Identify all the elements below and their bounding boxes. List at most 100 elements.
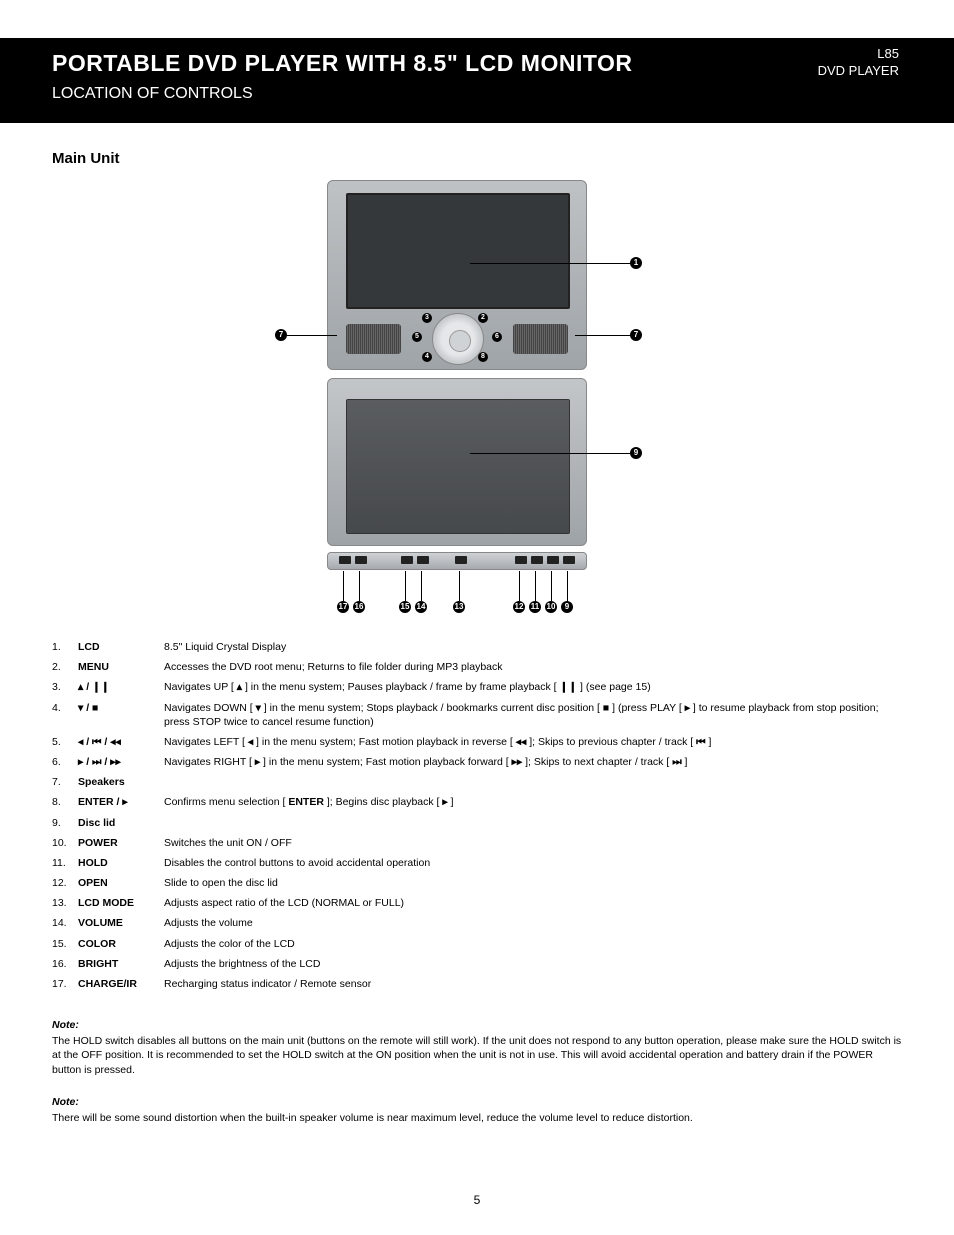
callout-4: 4: [422, 352, 432, 362]
note-text: There will be some sound distortion when…: [52, 1111, 902, 1125]
page-subtitle: LOCATION OF CONTROLS: [52, 85, 902, 103]
callout-7r: 7: [630, 329, 642, 341]
legend-label: ▸ / ⏭ / ▸▸: [78, 755, 164, 769]
legend-label: HOLD: [78, 856, 164, 870]
legend-row: 4.▾ / ■Navigates DOWN [ ▾ ] in the menu …: [52, 701, 902, 729]
legend-desc: Recharging status indicator / Remote sen…: [164, 977, 902, 991]
callout-1: 1: [630, 257, 642, 269]
speaker-left-icon: [346, 324, 401, 354]
legend-num: 11.: [52, 856, 78, 870]
legend-desc: Disables the control buttons to avoid ac…: [164, 856, 902, 870]
legend-label: BRIGHT: [78, 957, 164, 971]
device-bottom-unit: [327, 378, 587, 546]
port-icon: [339, 556, 351, 564]
callout-line: [575, 335, 630, 336]
callout-10: 10: [545, 601, 557, 613]
callout-15: 15: [399, 601, 411, 613]
legend-row: 5.◂ / ⏮ / ◂◂Navigates LEFT [ ◂ ] in the …: [52, 735, 902, 749]
legend-label: MENU: [78, 660, 164, 674]
legend-num: 15.: [52, 937, 78, 951]
callout-16: 16: [353, 601, 365, 613]
callout-line: [567, 571, 568, 601]
legend-row: 1.LCD8.5" Liquid Crystal Display: [52, 640, 902, 654]
legend-row: 16.BRIGHTAdjusts the brightness of the L…: [52, 957, 902, 971]
legend-num: 3.: [52, 680, 78, 694]
legend-num: 6.: [52, 755, 78, 769]
legend-num: 8.: [52, 795, 78, 809]
port-icon: [531, 556, 543, 564]
legend-num: 14.: [52, 916, 78, 930]
callout-line: [470, 263, 630, 264]
legend-desc: Adjusts the brightness of the LCD: [164, 957, 902, 971]
legend-num: 16.: [52, 957, 78, 971]
legend-desc: Navigates RIGHT [ ▸ ] in the menu system…: [164, 755, 902, 769]
legend-num: 9.: [52, 816, 78, 830]
legend-num: 2.: [52, 660, 78, 674]
callout-8: 8: [478, 352, 488, 362]
device-top-unit: [327, 180, 587, 370]
header-bar: PORTABLE DVD PLAYER WITH 8.5" LCD MONITO…: [0, 38, 954, 123]
legend-label: CHARGE/IR: [78, 977, 164, 991]
legend-table: 1.LCD8.5" Liquid Crystal Display 2.MENUAc…: [52, 640, 902, 997]
legend-label: LCD: [78, 640, 164, 654]
legend-label: ▾ / ■: [78, 701, 164, 729]
legend-label: Disc lid: [78, 816, 164, 830]
legend-desc: [164, 775, 902, 789]
legend-num: 17.: [52, 977, 78, 991]
legend-label: ▴ / ❙❙: [78, 680, 164, 694]
legend-desc: Accesses the DVD root menu; Returns to f…: [164, 660, 902, 674]
legend-label: LCD MODE: [78, 896, 164, 910]
callout-line: [459, 571, 460, 601]
legend-desc: Navigates UP [ ▴ ] in the menu system; P…: [164, 680, 902, 694]
device-lid: [346, 399, 570, 534]
page-title: PORTABLE DVD PLAYER WITH 8.5" LCD MONITO…: [52, 50, 902, 77]
callout-12: 12: [513, 601, 525, 613]
legend-row: 6.▸ / ⏭ / ▸▸Navigates RIGHT [ ▸ ] in the…: [52, 755, 902, 769]
legend-row: 2.MENUAccesses the DVD root menu; Return…: [52, 660, 902, 674]
callout-line: [551, 571, 552, 601]
legend-row: 15.COLORAdjusts the color of the LCD: [52, 937, 902, 951]
legend-desc: Adjusts aspect ratio of the LCD (NORMAL …: [164, 896, 902, 910]
note-1: Note: The HOLD switch disables all butto…: [52, 1018, 902, 1077]
legend-row: 14.VOLUMEAdjusts the volume: [52, 916, 902, 930]
callout-line: [405, 571, 406, 601]
callout-line: [359, 571, 360, 601]
control-circle-icon: [432, 313, 484, 365]
callout-2: 2: [478, 313, 488, 323]
speaker-right-icon: [513, 324, 568, 354]
port-icon: [455, 556, 467, 564]
legend-num: 10.: [52, 836, 78, 850]
callout-9b: 9: [561, 601, 573, 613]
port-icon: [547, 556, 559, 564]
callout-17: 17: [337, 601, 349, 613]
legend-row: 10.POWERSwitches the unit ON / OFF: [52, 836, 902, 850]
callout-5: 5: [412, 332, 422, 342]
legend-row: 13.LCD MODEAdjusts aspect ratio of the L…: [52, 896, 902, 910]
note-2: Note: There will be some sound distortio…: [52, 1095, 902, 1125]
legend-num: 4.: [52, 701, 78, 729]
legend-label: Speakers: [78, 775, 164, 789]
port-icon: [563, 556, 575, 564]
legend-num: 5.: [52, 735, 78, 749]
page-number: 5: [0, 1193, 954, 1207]
callout-3: 3: [422, 313, 432, 323]
note-title: Note:: [52, 1018, 902, 1032]
legend-desc: 8.5" Liquid Crystal Display: [164, 640, 902, 654]
legend-num: 12.: [52, 876, 78, 890]
port-icon: [515, 556, 527, 564]
port-icon: [401, 556, 413, 564]
callout-line: [535, 571, 536, 601]
legend-row: 12.OPENSlide to open the disc lid: [52, 876, 902, 890]
page-indicator: L85 DVD PLAYER: [818, 46, 899, 80]
legend-num: 13.: [52, 896, 78, 910]
legend-desc: Slide to open the disc lid: [164, 876, 902, 890]
callout-line: [519, 571, 520, 601]
device-screen: [346, 193, 570, 309]
callout-line: [470, 453, 630, 454]
legend-row: 7.Speakers: [52, 775, 902, 789]
legend-row: 17.CHARGE/IRRecharging status indicator …: [52, 977, 902, 991]
callout-7l: 7: [275, 329, 287, 341]
callout-11: 11: [529, 601, 541, 613]
callout-6: 6: [492, 332, 502, 342]
legend-desc: Navigates LEFT [ ◂ ] in the menu system;…: [164, 735, 902, 749]
